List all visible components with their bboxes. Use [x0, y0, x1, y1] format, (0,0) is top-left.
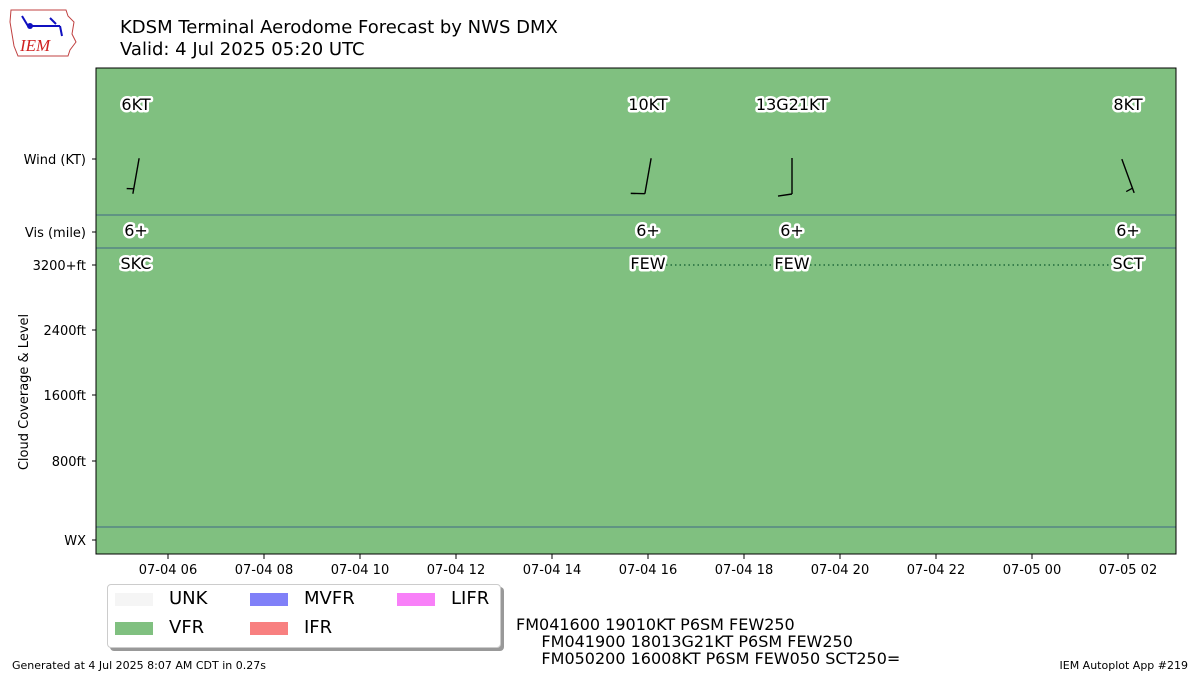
legend-swatch-mvfr: [250, 593, 288, 606]
svg-text:8KT: 8KT: [1113, 95, 1142, 114]
legend-swatch-lifr: [397, 593, 435, 606]
svg-text:FEW: FEW: [774, 254, 809, 273]
y-label-cloud-800: 800ft: [52, 455, 86, 470]
x-tick-label: 07-04 10: [331, 563, 389, 578]
footer-generated: Generated at 4 Jul 2025 8:07 AM CDT in 0…: [12, 659, 266, 672]
svg-text:6+: 6+: [124, 221, 148, 240]
y-label-cloud-3200: 3200+ft: [33, 259, 86, 274]
x-tick-label: 07-04 08: [235, 563, 293, 578]
svg-text:6+: 6+: [1116, 221, 1140, 240]
svg-text:6+: 6+: [636, 221, 660, 240]
legend-label-ifr: IFR: [304, 617, 333, 638]
iem-logo: IEM: [8, 6, 80, 58]
legend-swatch-unk: [115, 593, 153, 606]
svg-text:SCT: SCT: [1112, 254, 1143, 273]
wind-barb: [777, 158, 793, 197]
cloud-axis-label: Cloud Coverage & Level: [17, 314, 32, 470]
y-label-wind: Wind (KT): [24, 153, 86, 168]
svg-text:10KT: 10KT: [628, 95, 668, 114]
visibility-label: 6+6+: [1114, 219, 1143, 243]
plot-frame: [95, 67, 1177, 555]
y-label-cloud-2400: 2400ft: [43, 324, 86, 339]
svg-text:6+: 6+: [780, 221, 804, 240]
visibility-label: 6+6+: [634, 219, 663, 243]
x-tick-label: 07-05 00: [1003, 563, 1061, 578]
wind-barb: [630, 158, 652, 195]
x-tick-label: 07-04 14: [523, 563, 581, 578]
legend: UNK VFR MVFR IFR LIFR: [107, 584, 501, 648]
y-label-vis: Vis (mile): [25, 226, 86, 241]
svg-text:6+: 6+: [124, 221, 148, 240]
visibility-label: 6+6+: [122, 219, 151, 243]
chart-title: KDSM Terminal Aerodome Forecast by NWS D…: [120, 17, 558, 38]
wind-barb: [126, 158, 140, 194]
flight-category-band: [96, 68, 1176, 554]
footer-app: IEM Autoplot App #219: [1059, 659, 1189, 672]
svg-text:6+: 6+: [780, 221, 804, 240]
x-tick-label: 07-04 12: [427, 563, 485, 578]
x-tick-label: 07-04 20: [811, 563, 869, 578]
svg-text:6+: 6+: [636, 221, 660, 240]
y-label-cloud-1600: 1600ft: [43, 389, 86, 404]
legend-label-lifr: LIFR: [451, 588, 490, 609]
svg-text:FEW: FEW: [630, 254, 665, 273]
x-tick-label: 07-04 06: [139, 563, 197, 578]
svg-text:13G21KT: 13G21KT: [756, 95, 828, 114]
raw-taf-text: FM041600 19010KT P6SM FEW250 FM041900 18…: [516, 615, 901, 668]
legend-label-vfr: VFR: [169, 617, 205, 638]
wind-barb: [1121, 158, 1135, 194]
x-tick-label: 07-04 22: [907, 563, 965, 578]
svg-text:FEW: FEW: [630, 254, 665, 273]
svg-text:SCT: SCT: [1112, 254, 1143, 273]
x-tick-label: 07-05 02: [1099, 563, 1157, 578]
legend-label-mvfr: MVFR: [304, 588, 355, 609]
x-tick-label: 07-04 16: [619, 563, 677, 578]
chart-valid-time: Valid: 4 Jul 2025 05:20 UTC: [120, 39, 365, 60]
svg-text:6+: 6+: [1116, 221, 1140, 240]
svg-text:SKC: SKC: [121, 254, 152, 273]
legend-label-unk: UNK: [169, 588, 208, 609]
svg-text:13G21KT: 13G21KT: [756, 95, 828, 114]
svg-text:6KT: 6KT: [121, 95, 150, 114]
svg-text:8KT: 8KT: [1113, 95, 1142, 114]
x-tick-label: 07-04 18: [715, 563, 773, 578]
legend-swatch-ifr: [250, 622, 288, 635]
visibility-label: 6+6+: [778, 219, 807, 243]
legend-swatch-vfr: [115, 622, 153, 635]
svg-text:6KT: 6KT: [121, 95, 150, 114]
svg-text:10KT: 10KT: [628, 95, 668, 114]
logo-text: IEM: [19, 36, 51, 55]
y-label-wx: WX: [64, 534, 86, 549]
svg-text:FEW: FEW: [774, 254, 809, 273]
svg-text:SKC: SKC: [121, 254, 152, 273]
